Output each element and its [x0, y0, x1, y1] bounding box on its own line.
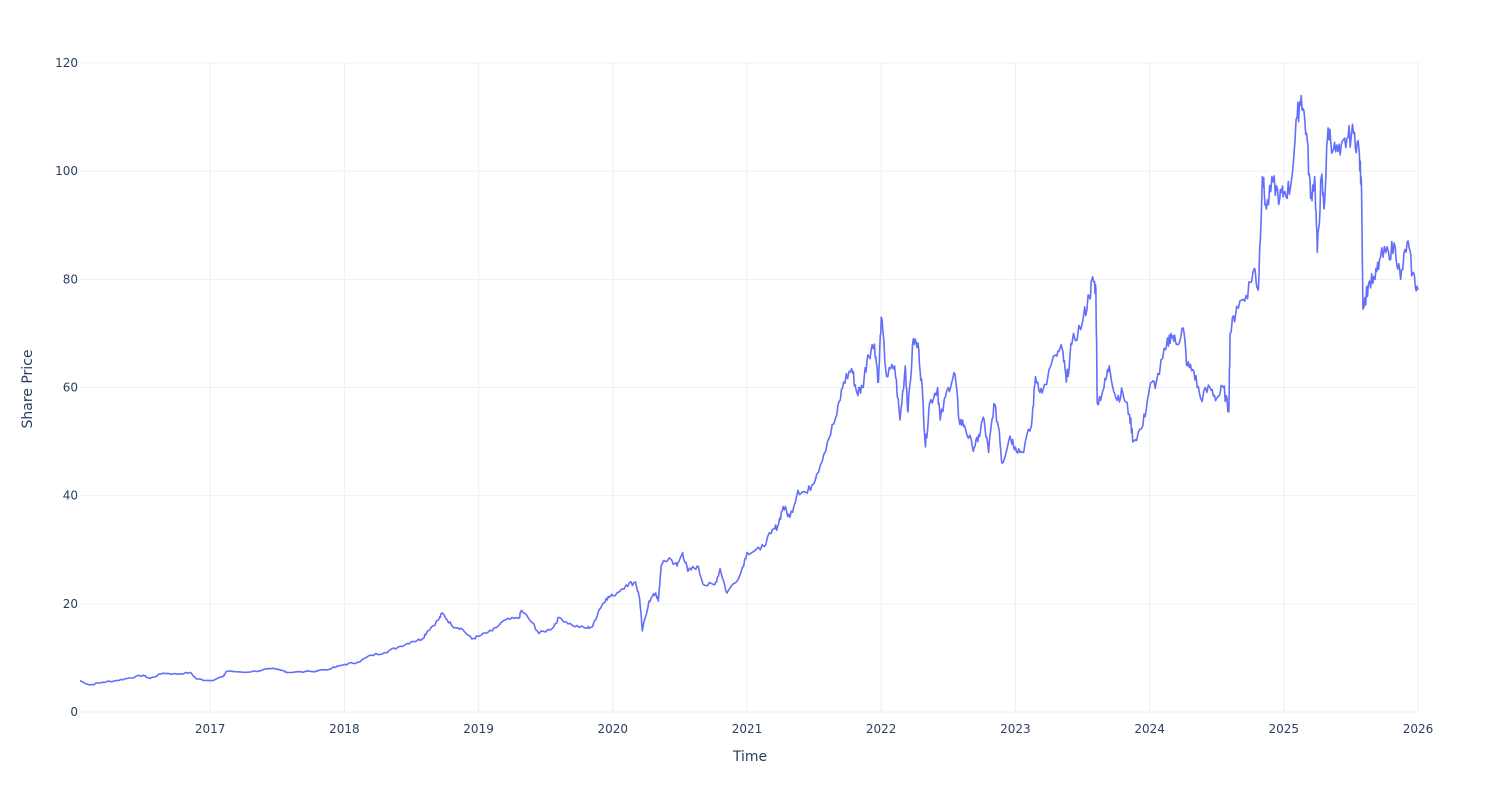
y-tick-label: 120 [55, 56, 78, 70]
x-tick-label: 2023 [1000, 722, 1031, 736]
x-tick-label: 2020 [598, 722, 629, 736]
y-tick-label: 40 [63, 489, 78, 503]
y-tick-label: 80 [63, 272, 78, 286]
y-tick-label: 100 [55, 164, 78, 178]
x-tick-label: 2019 [463, 722, 494, 736]
x-tick-label: 2026 [1403, 722, 1434, 736]
x-tick-label: 2025 [1269, 722, 1300, 736]
x-axis-ticks: 2017 2018 2019 2020 2021 2022 2023 2024 2025 2026 [195, 722, 1433, 736]
y-axis-ticks: 0 20 40 60 80 100 120 [55, 56, 78, 719]
x-tick-label: 2018 [329, 722, 360, 736]
x-axis-title: Time [732, 749, 767, 765]
price-line [79, 94, 1419, 686]
x-tick-label: 2022 [866, 722, 897, 736]
y-tick-label: 20 [63, 597, 78, 611]
y-tick-label: 60 [63, 381, 78, 395]
y-axis-title: Share Price [20, 349, 36, 428]
y-tick-label: 0 [70, 705, 78, 719]
x-tick-label: 2017 [195, 722, 226, 736]
x-tick-label: 2024 [1134, 722, 1165, 736]
x-tick-label: 2021 [732, 722, 763, 736]
grid [80, 62, 1419, 713]
